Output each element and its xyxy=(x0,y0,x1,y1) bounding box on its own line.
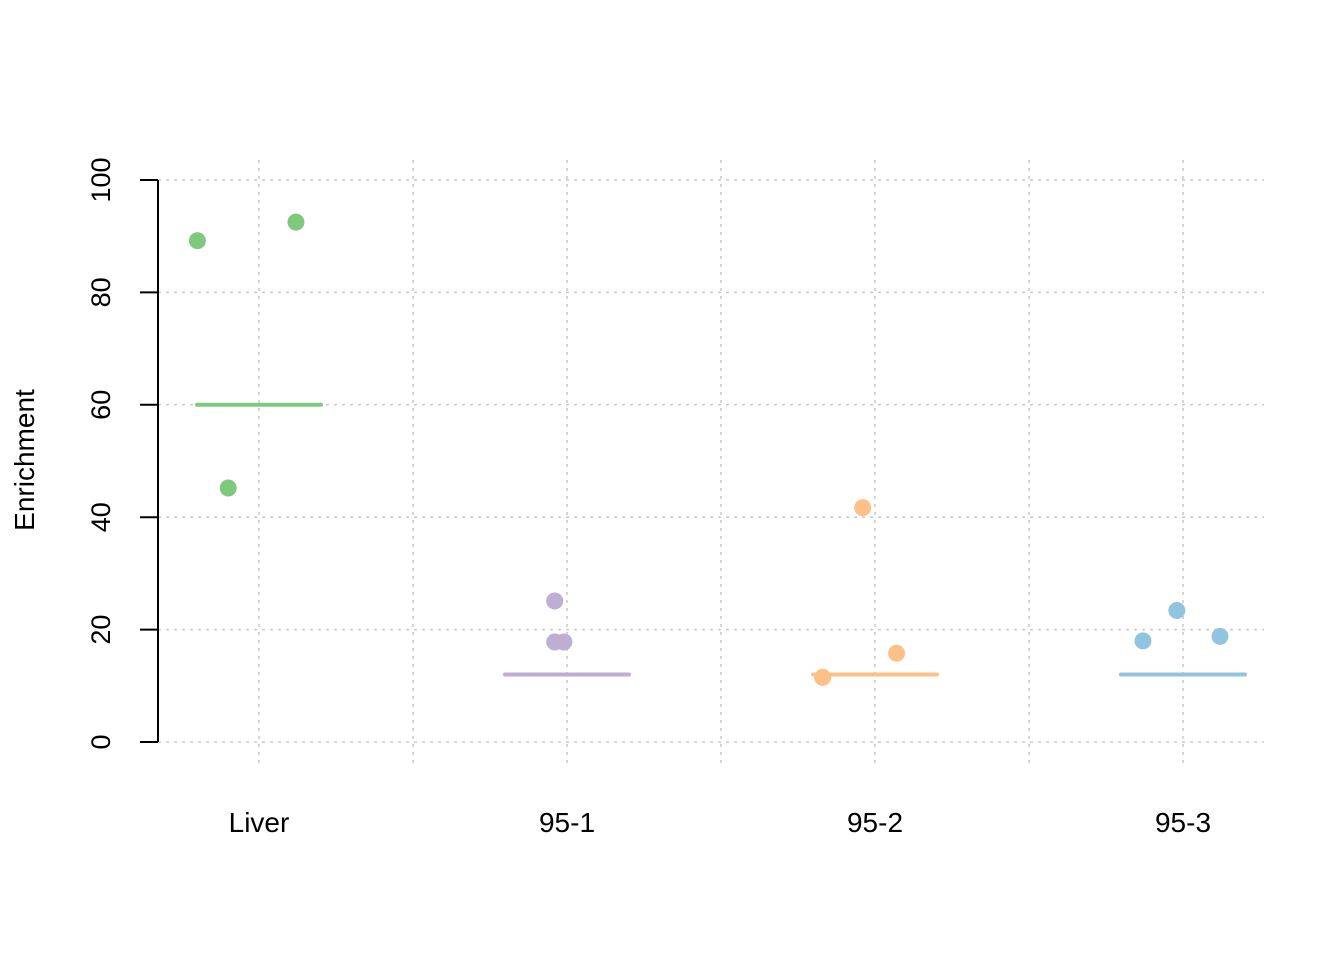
data-point-95-3 xyxy=(1168,601,1186,619)
data-point-95-1 xyxy=(555,633,573,651)
data-point-95-3 xyxy=(1134,632,1152,650)
data-point-Liver xyxy=(188,232,206,250)
x-category-label: 95-3 xyxy=(1155,807,1211,838)
reference-lines xyxy=(195,402,1247,677)
category-labels: Liver 95-1 95-2 95-3 xyxy=(229,807,1211,838)
data-point-95-2 xyxy=(854,499,872,517)
x-category-label: 95-2 xyxy=(847,807,903,838)
data-point-95-2 xyxy=(888,644,906,662)
x-category-label: Liver xyxy=(229,807,290,838)
y-tick-label: 60 xyxy=(86,390,116,420)
data-point-Liver xyxy=(219,479,237,497)
data-point-95-3 xyxy=(1211,627,1229,645)
data-point-95-1 xyxy=(546,592,564,610)
y-axis: 0 20 40 60 80 100 xyxy=(86,157,159,750)
y-tick-label: 0 xyxy=(86,734,116,749)
data-point-95-2 xyxy=(814,668,832,686)
data-point-Liver xyxy=(287,213,305,231)
y-tick-label: 20 xyxy=(86,615,116,645)
y-axis-title: Enrichment xyxy=(9,389,40,531)
grid-layer xyxy=(158,160,1264,765)
y-tick-label: 100 xyxy=(86,157,116,202)
data-points xyxy=(188,213,1229,686)
y-tick-label: 80 xyxy=(86,277,116,307)
x-category-label: 95-1 xyxy=(539,807,595,838)
y-tick-label: 40 xyxy=(86,502,116,532)
